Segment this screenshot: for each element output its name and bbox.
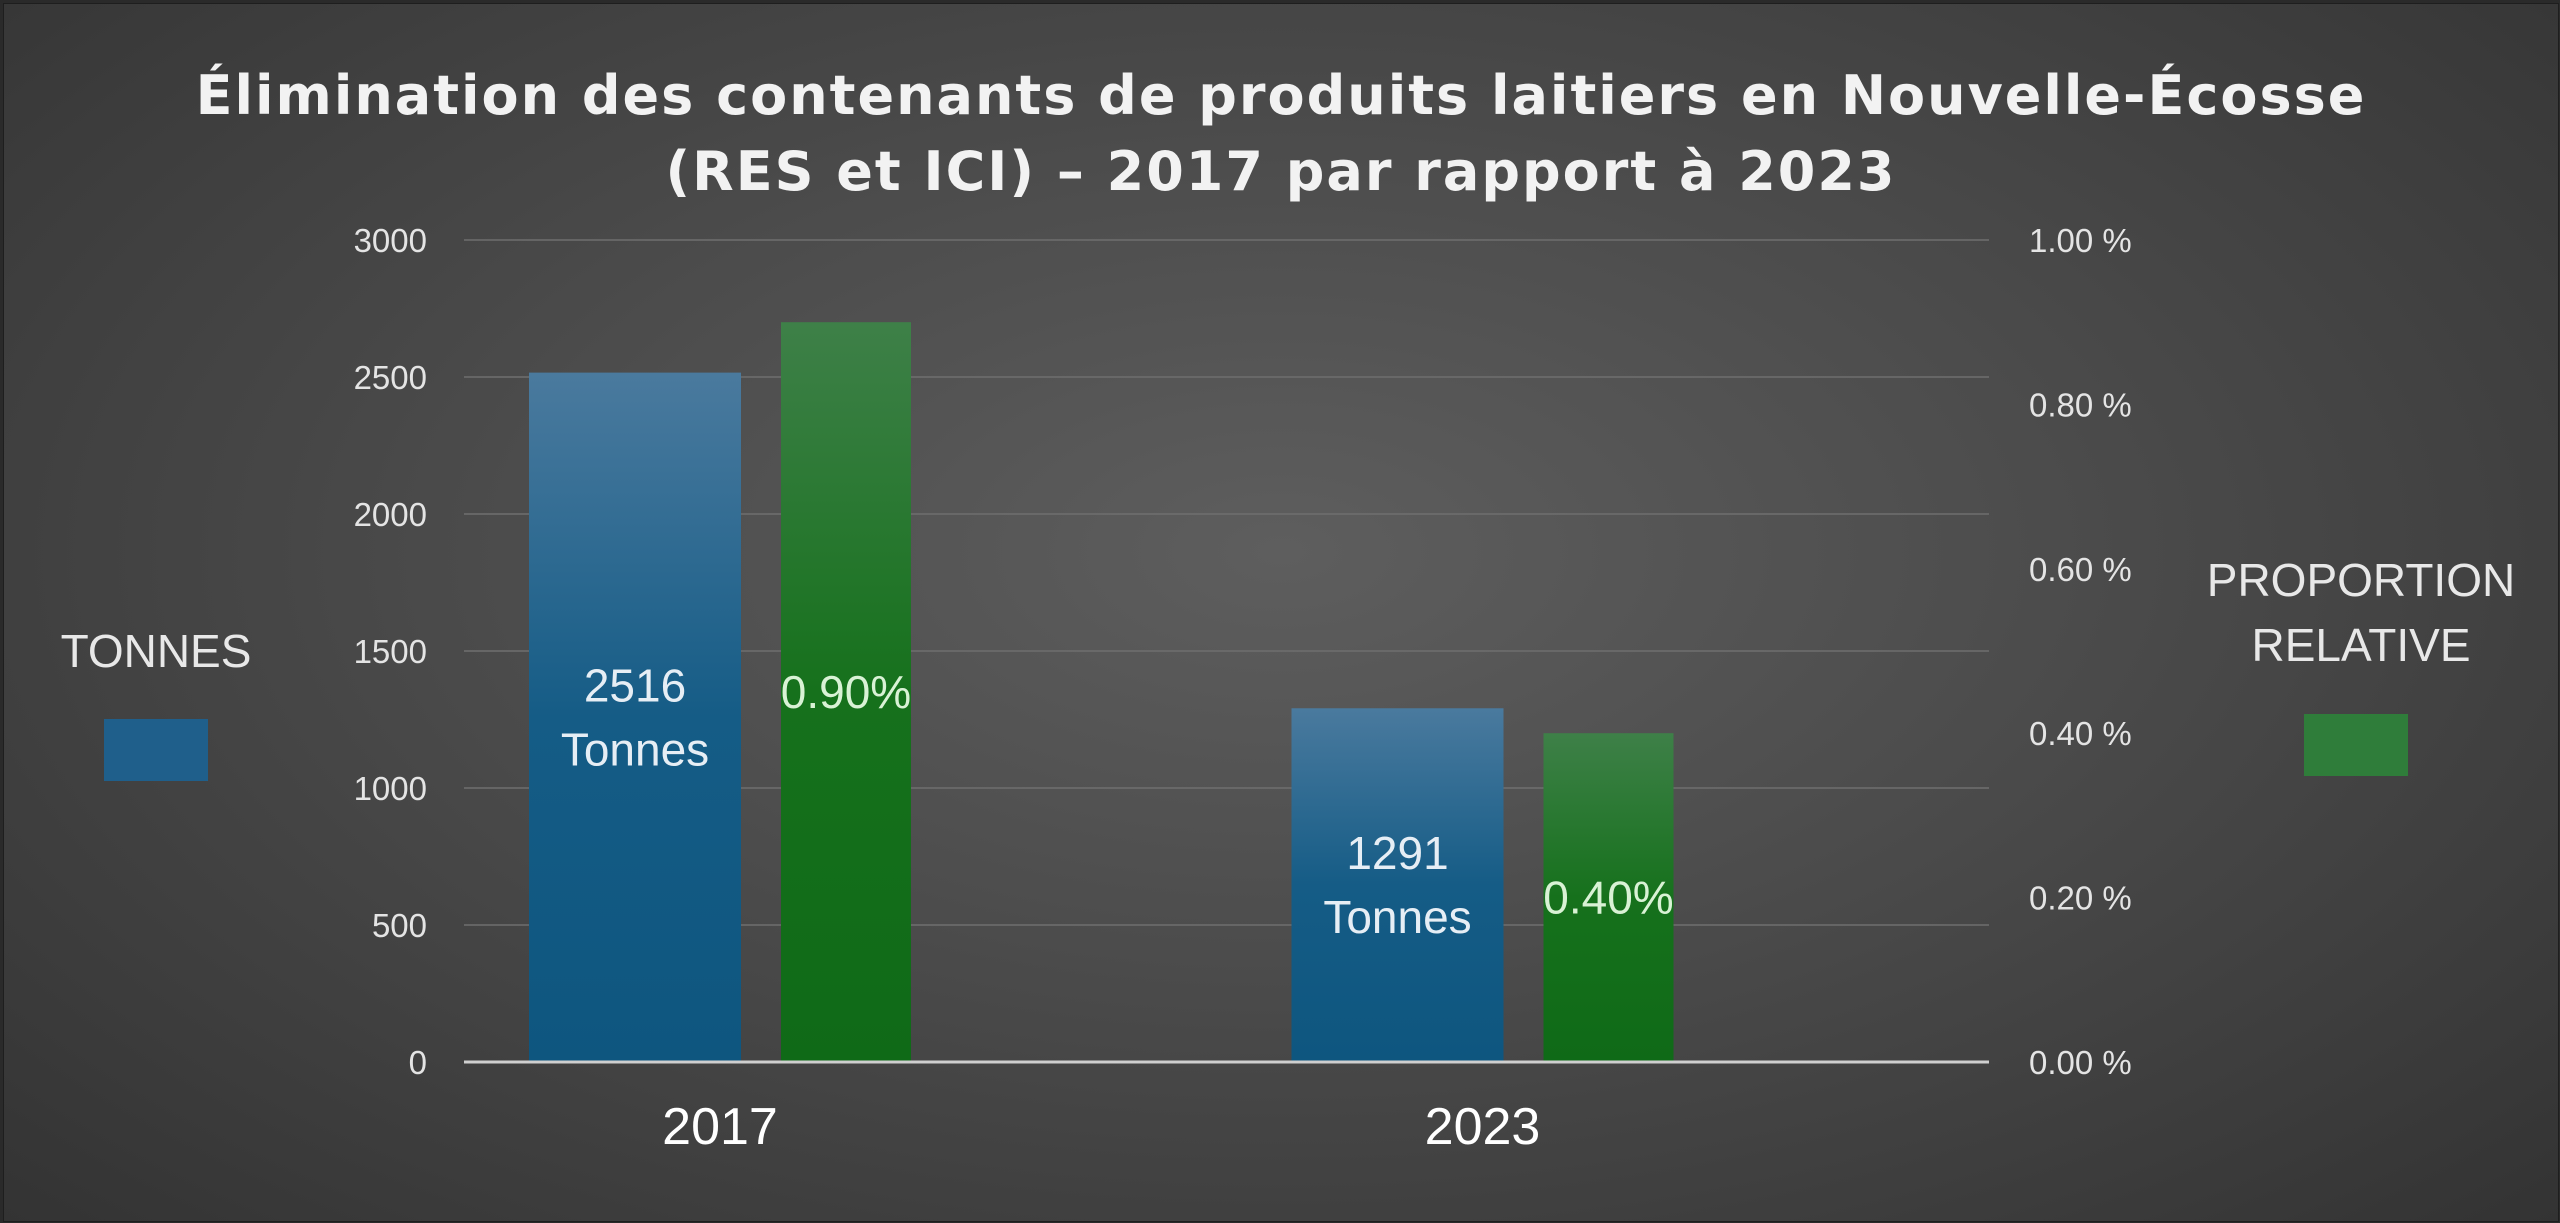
chart-frame: Élimination des contenants de produits l…: [3, 3, 2559, 1222]
left-axis-ticks: 0 500 1000 1500 2000 2500 3000: [354, 222, 427, 1081]
data-label: 0.90%: [781, 666, 911, 718]
legend-swatch-tonnes: [104, 719, 208, 781]
left-tick-label: 2500: [354, 359, 427, 396]
legend-label-tonnes: TONNES: [61, 625, 252, 677]
legend-label-proportion-line-2: RELATIVE: [2252, 619, 2471, 671]
left-tick-label: 0: [409, 1044, 427, 1081]
left-tick-label: 2000: [354, 496, 427, 533]
legend-label-proportion-line-1: PROPORTION: [2207, 554, 2515, 606]
chart-title-line-2: (RES et ICI) – 2017 par rapport à 2023: [665, 140, 1896, 203]
data-label: 2516: [584, 659, 686, 711]
legend-swatch-proportion: [2304, 714, 2408, 776]
left-tick-label: 1500: [354, 633, 427, 670]
left-tick-label: 1000: [354, 770, 427, 807]
data-label: Tonnes: [561, 723, 709, 775]
right-tick-label: 0.00 %: [2029, 1044, 2132, 1081]
right-tick-label: 0.20 %: [2029, 880, 2132, 917]
right-tick-label: 1.00 %: [2029, 222, 2132, 259]
right-tick-label: 0.40 %: [2029, 715, 2132, 752]
bar-proportion-2023: [1543, 733, 1674, 1062]
category-label-2017: 2017: [662, 1098, 778, 1156]
data-label: Tonnes: [1323, 891, 1471, 943]
right-tick-label: 0.60 %: [2029, 551, 2132, 588]
chart-title-line-1: Élimination des contenants de produits l…: [196, 64, 2367, 127]
bar-tonnes-2017: [529, 372, 741, 1063]
category-label-2023: 2023: [1425, 1098, 1541, 1156]
data-label: 0.40%: [1543, 872, 1673, 924]
bar-chart: Élimination des contenants de produits l…: [61, 64, 2516, 1156]
bar-data-labels: 2516 Tonnes 0.90% 1291 Tonnes 0.40%: [561, 659, 1674, 943]
bar-tonnes-2023: [1291, 708, 1504, 1062]
category-labels: 2017 2023: [662, 1098, 1540, 1156]
bar-proportion-2017: [781, 322, 911, 1062]
left-tick-label: 3000: [354, 222, 427, 259]
left-tick-label: 500: [372, 907, 427, 944]
data-label: 1291: [1346, 827, 1448, 879]
right-axis-ticks: 0.00 % 0.20 % 0.40 % 0.60 % 0.80 % 1.00 %: [2029, 222, 2132, 1081]
right-tick-label: 0.80 %: [2029, 386, 2132, 423]
bars: [529, 322, 1674, 1063]
